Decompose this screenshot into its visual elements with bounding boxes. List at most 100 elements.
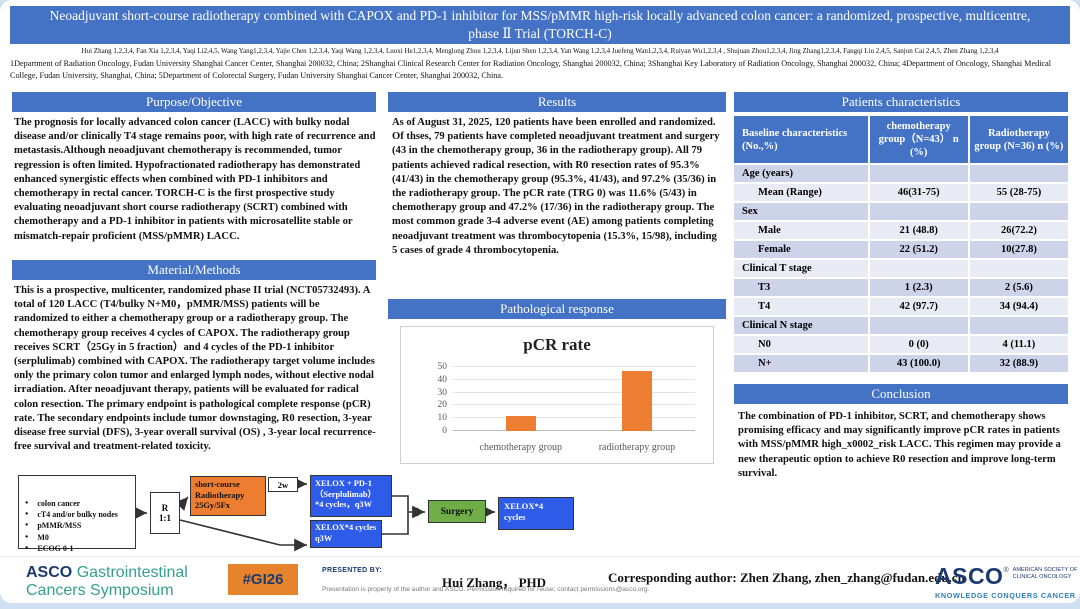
asco-society-name: AMERICAN SOCIETY OF CLINICAL ONCOLOGY: [1013, 567, 1078, 581]
y-tick-label: 10: [437, 413, 448, 424]
eligibility-item: M0: [25, 532, 135, 543]
conclusion-header: Conclusion: [734, 384, 1068, 404]
chemo-value-cell: 43 (100.0): [867, 353, 968, 373]
purpose-header: Purpose/Objective: [12, 92, 376, 112]
eligibility-item: ECOG 0-1: [25, 543, 135, 554]
row-label-cell: T3: [734, 277, 868, 297]
y-tick-label: 50: [437, 362, 448, 372]
chemo-value-cell: 0 (0): [867, 334, 968, 354]
chemo-value-cell: 42 (97.7): [867, 296, 968, 316]
methods-header-label: Material/Methods: [147, 262, 241, 277]
table-row: Clinical T stage: [734, 258, 1068, 278]
purpose-body: The prognosis for locally advanced colon…: [14, 117, 376, 242]
radio-value-cell: 55 (28-75): [967, 182, 1068, 202]
chemo-value-cell: [867, 315, 968, 335]
table-row: Clinical N stage: [734, 315, 1068, 335]
methods-body: This is a prospective, multicenter, rand…: [14, 285, 376, 453]
xelox-pd1-arm-box: XELOX + PD-1 （Serplulimab） *4 cycles，q3W: [310, 475, 392, 517]
symposium-logo: ASCO Gastrointestinal Cancers Symposium: [26, 564, 188, 599]
pathological-header-label: Pathological response: [500, 301, 614, 316]
gridline: [453, 404, 695, 406]
surgery-box: Surgery: [428, 500, 486, 523]
gridline: [453, 378, 695, 380]
results-body: As of August 31, 2025, 120 patients have…: [392, 117, 720, 256]
eligibility-item: cT4 and/or bulky nodes: [25, 509, 135, 520]
y-tick-label: 20: [437, 400, 448, 411]
affiliations: 1Department of Radiation Oncology, Fudan…: [10, 59, 1052, 80]
row-label-cell: Female: [734, 239, 868, 259]
chart-plot: 0 10 20 30 40 50 chemotherapy group radiotherap…: [438, 362, 695, 453]
row-label-cell: Mean (Range): [734, 182, 868, 202]
patients-header-label: Patients characteristics: [841, 94, 961, 109]
chemo-value-cell: [867, 258, 968, 278]
study-flowchart: colon cancercT4 and/or bulky nodespMMR/M…: [10, 468, 650, 564]
chemo-value-cell: [867, 201, 968, 221]
radio-value-cell: 34 (94.4): [967, 296, 1068, 316]
results-header-label: Results: [537, 94, 577, 109]
patients-header: Patients characteristics: [734, 92, 1068, 112]
radio-value-cell: 2 (5.6): [967, 277, 1068, 297]
radio-value-cell: [967, 163, 1068, 183]
table-row: Age (years): [734, 163, 1068, 183]
purpose-header-label: Purpose/Objective: [145, 94, 243, 109]
characteristics-table: Baseline characteristics (No.,%) chemoth…: [734, 116, 1068, 373]
row-label-cell: Male: [734, 220, 868, 240]
randomization-box: R 1:1: [150, 492, 180, 534]
disclaimer-text: Presentation is property of the author a…: [322, 586, 650, 593]
gridline: [453, 391, 695, 393]
chemo-value-cell: 22 (51.2): [867, 239, 968, 259]
row-label-cell: Clinical N stage: [734, 315, 868, 335]
radio-value-cell: 26(72.2): [967, 220, 1068, 240]
y-tick-label: 30: [437, 387, 448, 398]
corresponding-author: Corresponding author: Zhen Zhang, zhen_z…: [608, 570, 965, 585]
table-header-baseline: Baseline characteristics (No.,%): [734, 116, 868, 164]
table-header-chemo: chemotherapy group（N=43） n (%): [867, 116, 968, 164]
table-row: T3 1 (2.3) 2 (5.6): [734, 277, 1068, 297]
poster-title: Neoadjuvant short-course radiotherapy co…: [49, 8, 1031, 41]
radio-value-cell: [967, 258, 1068, 278]
radio-value-cell: 32 (88.9): [967, 353, 1068, 373]
table-row: N+ 43 (100.0) 32 (88.9): [734, 353, 1068, 373]
presented-by-label: PRESENTED BY:: [322, 567, 383, 574]
gridline: [453, 430, 695, 431]
interval-box: 2w: [268, 477, 298, 492]
row-label-cell: T4: [734, 296, 868, 316]
xelox-arm-box: XELOX*4 cycles q3W: [310, 520, 382, 548]
row-label-cell: Sex: [734, 201, 868, 221]
row-label-cell: N0: [734, 334, 868, 354]
methods-header: Material/Methods: [12, 260, 376, 280]
x-category-label: radiotherapy group: [598, 442, 676, 453]
pcr-rate-chart: pCR rate 0 10 20 30 40 50 chemotherapy group ra…: [400, 326, 714, 464]
gridline: [453, 366, 695, 367]
table-row: Female 22 (51.2) 10(27.8): [734, 239, 1068, 259]
registered-mark: ®: [1003, 567, 1009, 574]
table-row: T4 42 (97.7) 34 (94.4): [734, 296, 1068, 316]
y-tick-label: 0: [442, 426, 447, 436]
table-row: Mean (Range) 46(31-75) 55 (28-75): [734, 182, 1068, 202]
radio-value-cell: 4 (11.1): [967, 334, 1068, 354]
adjuvant-xelox-box: XELOX*4 cycles: [498, 497, 574, 530]
chemo-value-cell: [867, 163, 968, 183]
bar-radiotherapy-group: [621, 370, 652, 431]
asco-society-line1: AMERICAN SOCIETY OF: [1012, 567, 1078, 574]
symposium-name-line2: Cancers Symposium: [26, 581, 174, 599]
chemo-value-cell: 46(31-75): [867, 182, 968, 202]
asco-logo: ASCO® AMERICAN SOCIETY OF CLINICAL ONCOL…: [935, 563, 1077, 600]
scrt-box: short-course Radiotherapy 25Gy/5Fx: [190, 476, 266, 516]
poster-title-bar: Neoadjuvant short-course radiotherapy co…: [10, 6, 1070, 44]
table-row: N0 0 (0) 4 (11.1): [734, 334, 1068, 354]
footer: ASCO Gastrointestinal Cancers Symposium …: [0, 556, 1080, 603]
conclusion-body: The combination of PD-1 inhibitor, SCRT,…: [738, 411, 1061, 479]
chart-title: pCR rate: [523, 335, 591, 354]
pathological-header: Pathological response: [388, 299, 726, 319]
symposium-name-line1: Gastrointestinal: [76, 564, 188, 581]
asco-wordmark-left: ASCO: [26, 564, 73, 581]
table-header-radio: Radiotherapy group (N=36) n (%): [967, 116, 1068, 164]
asco-society-line2: CLINICAL ONCOLOGY: [1012, 574, 1072, 580]
hashtag-badge: #GI26: [228, 564, 298, 595]
row-label-cell: N+: [734, 353, 868, 373]
table-row: Sex: [734, 201, 1068, 221]
x-category-label: chemotherapy group: [479, 442, 562, 453]
